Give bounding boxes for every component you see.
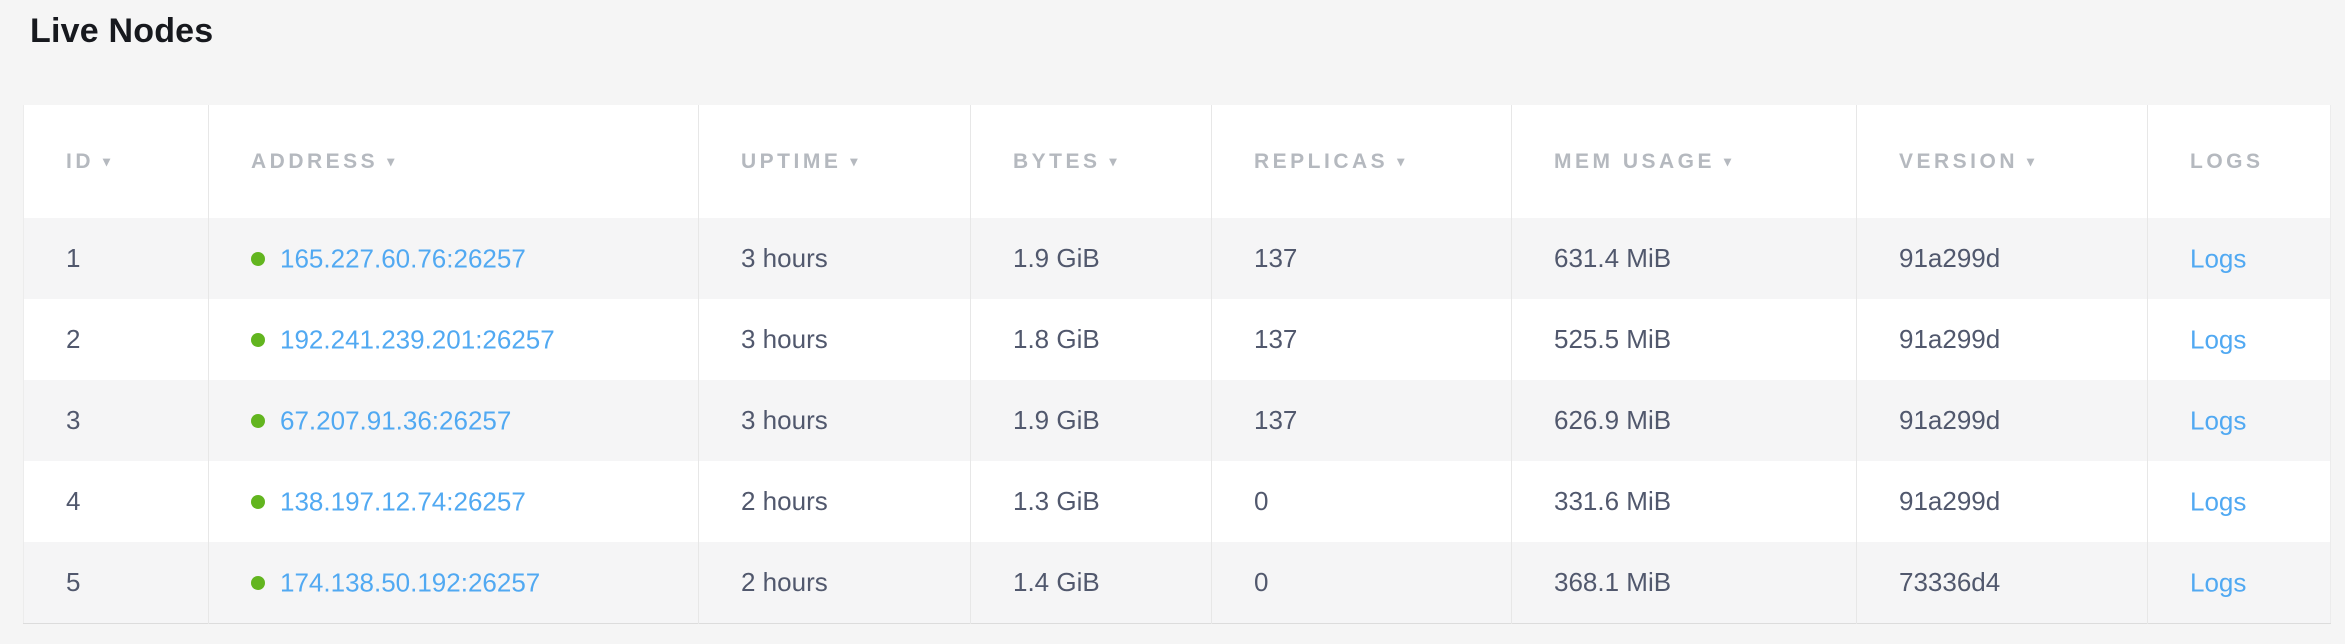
node-version-cell: 91a299d <box>1856 461 2148 542</box>
node-address-cell: 174.138.50.192:26257 <box>208 542 699 623</box>
node-address-cell: 192.241.239.201:26257 <box>208 299 699 380</box>
sort-arrow-icon: ▾ <box>1397 152 1405 169</box>
node-uptime-cell: 2 hours <box>698 542 971 623</box>
node-row: 4 138.197.12.74:26257 2 hours 1.3 GiB 0 … <box>23 461 2331 542</box>
node-replicas-cell: 137 <box>1211 380 1512 461</box>
node-replicas-cell: 137 <box>1211 218 1512 299</box>
node-live-status-icon <box>251 333 265 348</box>
node-id-cell: 2 <box>23 299 209 380</box>
node-bytes-cell: 1.4 GiB <box>970 542 1212 623</box>
node-row: 1 165.227.60.76:26257 3 hours 1.9 GiB 13… <box>23 218 2331 299</box>
column-label: UPTIME <box>741 149 842 173</box>
column-label: VERSION <box>1899 149 2019 173</box>
node-version-cell: 91a299d <box>1856 218 2148 299</box>
node-mem-usage-cell: 331.6 MiB <box>1511 461 1857 542</box>
node-row: 5 174.138.50.192:26257 2 hours 1.4 GiB 0… <box>23 542 2331 623</box>
node-mem-usage-cell: 631.4 MiB <box>1511 218 1857 299</box>
column-header-logs: LOGS <box>2147 105 2331 218</box>
node-address-cell: 165.227.60.76:26257 <box>208 218 699 299</box>
node-replicas-cell: 0 <box>1211 461 1512 542</box>
node-id-cell: 5 <box>23 542 209 623</box>
live-nodes-table-container: ID ▾ ADDRESS ▾ UPTIME ▾ BYTES ▾ REPLICAS ▾ ME… <box>23 105 2331 624</box>
node-logs-cell: Logs <box>2147 218 2331 299</box>
node-replicas-cell: 137 <box>1211 299 1512 380</box>
node-logs-cell: Logs <box>2147 299 2331 380</box>
node-live-status-icon <box>251 414 265 429</box>
column-header-mem-usage[interactable]: MEM USAGE ▾ <box>1511 105 1857 218</box>
node-live-status-icon <box>251 495 265 510</box>
node-logs-link[interactable]: Logs <box>2190 405 2247 436</box>
column-header-version[interactable]: VERSION ▾ <box>1856 105 2148 218</box>
table-header-row: ID ▾ ADDRESS ▾ UPTIME ▾ BYTES ▾ REPLICAS ▾ ME… <box>23 105 2331 218</box>
node-row: 3 67.207.91.36:26257 3 hours 1.9 GiB 137… <box>23 380 2331 461</box>
node-address-cell: 138.197.12.74:26257 <box>208 461 699 542</box>
node-address-link[interactable]: 192.241.239.201:26257 <box>280 324 555 355</box>
node-uptime-cell: 2 hours <box>698 461 971 542</box>
node-logs-link[interactable]: Logs <box>2190 567 2247 598</box>
node-version-cell: 91a299d <box>1856 380 2148 461</box>
node-version-cell: 73336d4 <box>1856 542 2148 623</box>
column-label: ADDRESS <box>251 149 379 173</box>
column-label: LOGS <box>2190 149 2264 173</box>
sort-arrow-icon: ▾ <box>1724 152 1732 169</box>
node-mem-usage-cell: 626.9 MiB <box>1511 380 1857 461</box>
sort-arrow-icon: ▾ <box>103 152 111 169</box>
column-label: REPLICAS <box>1254 149 1389 173</box>
node-replicas-cell: 0 <box>1211 542 1512 623</box>
node-address-link[interactable]: 138.197.12.74:26257 <box>280 486 526 517</box>
live-nodes-table: ID ▾ ADDRESS ▾ UPTIME ▾ BYTES ▾ REPLICAS ▾ ME… <box>23 105 2331 624</box>
node-mem-usage-cell: 525.5 MiB <box>1511 299 1857 380</box>
column-header-bytes[interactable]: BYTES ▾ <box>970 105 1212 218</box>
sort-arrow-icon: ▾ <box>850 152 858 169</box>
page-title: Live Nodes <box>30 12 214 50</box>
node-id-cell: 4 <box>23 461 209 542</box>
node-bytes-cell: 1.3 GiB <box>970 461 1212 542</box>
node-address-cell: 67.207.91.36:26257 <box>208 380 699 461</box>
node-address-link[interactable]: 67.207.91.36:26257 <box>280 405 512 436</box>
node-id-cell: 1 <box>23 218 209 299</box>
sort-arrow-icon: ▾ <box>2027 152 2035 169</box>
node-row: 2 192.241.239.201:26257 3 hours 1.8 GiB … <box>23 299 2331 380</box>
column-header-address[interactable]: ADDRESS ▾ <box>208 105 699 218</box>
column-header-replicas[interactable]: REPLICAS ▾ <box>1211 105 1512 218</box>
node-logs-cell: Logs <box>2147 380 2331 461</box>
column-header-uptime[interactable]: UPTIME ▾ <box>698 105 971 218</box>
node-address-link[interactable]: 174.138.50.192:26257 <box>280 567 541 598</box>
column-header-id[interactable]: ID ▾ <box>23 105 209 218</box>
node-version-cell: 91a299d <box>1856 299 2148 380</box>
column-label: BYTES <box>1013 149 1101 173</box>
node-bytes-cell: 1.8 GiB <box>970 299 1212 380</box>
node-uptime-cell: 3 hours <box>698 299 971 380</box>
node-logs-link[interactable]: Logs <box>2190 486 2247 517</box>
node-live-status-icon <box>251 252 265 267</box>
node-bytes-cell: 1.9 GiB <box>970 218 1212 299</box>
node-address-link[interactable]: 165.227.60.76:26257 <box>280 243 526 274</box>
node-logs-cell: Logs <box>2147 461 2331 542</box>
node-uptime-cell: 3 hours <box>698 218 971 299</box>
sort-arrow-icon: ▾ <box>1109 152 1117 169</box>
node-logs-link[interactable]: Logs <box>2190 243 2247 274</box>
column-label: ID <box>66 149 94 173</box>
node-mem-usage-cell: 368.1 MiB <box>1511 542 1857 623</box>
node-logs-cell: Logs <box>2147 542 2331 623</box>
node-id-cell: 3 <box>23 380 209 461</box>
node-bytes-cell: 1.9 GiB <box>970 380 1212 461</box>
node-uptime-cell: 3 hours <box>698 380 971 461</box>
column-label: MEM USAGE <box>1554 149 1716 173</box>
sort-arrow-icon: ▾ <box>387 152 395 169</box>
node-logs-link[interactable]: Logs <box>2190 324 2247 355</box>
node-live-status-icon <box>251 576 265 591</box>
